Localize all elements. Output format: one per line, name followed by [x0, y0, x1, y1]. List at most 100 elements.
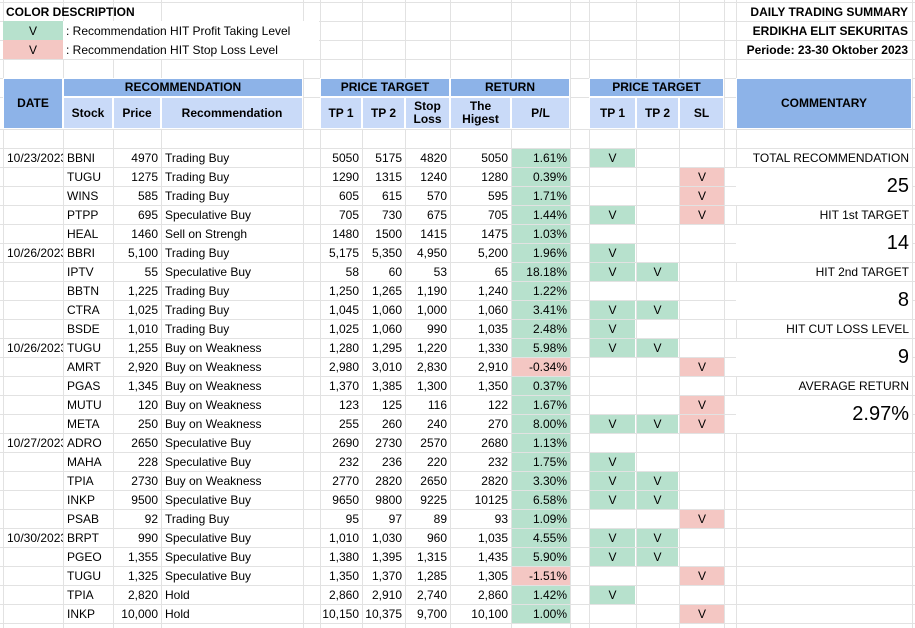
- tp1: 2690: [332, 436, 359, 450]
- tp2: 5175: [375, 151, 402, 165]
- stock: META: [67, 417, 100, 431]
- grid-line: [0, 357, 915, 358]
- commentary-value: 14: [736, 225, 912, 262]
- highest: 1,330: [477, 341, 508, 355]
- recommendation: Trading Buy: [165, 170, 230, 184]
- pl: -0.34%: [512, 358, 570, 376]
- grid-line: [724, 0, 725, 628]
- tp2: 260: [381, 417, 402, 431]
- grid-line: [0, 40, 915, 41]
- column-header: SL: [679, 97, 724, 129]
- column-header: Price: [113, 97, 161, 129]
- hit-tp1: V: [590, 244, 636, 262]
- hit-tp1: V: [590, 586, 636, 604]
- column-header: TP 1: [320, 97, 362, 129]
- recommendation: Trading Buy: [165, 284, 230, 298]
- grid-line: [0, 2, 915, 3]
- hit-tp1: V: [590, 149, 636, 167]
- recommendation: Speculative Buy: [165, 550, 252, 564]
- pl: 1.42%: [512, 586, 570, 604]
- column-header: The Higest: [450, 97, 511, 129]
- highest: 5,200: [477, 246, 508, 260]
- stock: BRPT: [67, 531, 100, 545]
- hit-tp1: V: [590, 548, 636, 566]
- price: 2,820: [127, 588, 158, 602]
- grid-line: [113, 0, 114, 628]
- tp1: 232: [338, 455, 359, 469]
- grid-line: [0, 604, 915, 605]
- hit-tp2: V: [637, 529, 679, 547]
- stop-loss: 570: [426, 189, 447, 203]
- pl: 6.58%: [512, 491, 570, 509]
- grid-line: [0, 319, 915, 320]
- price: 55: [144, 265, 158, 279]
- tp2: 1,385: [371, 379, 402, 393]
- date: 10/27/2023: [7, 436, 63, 450]
- grid-line: [0, 281, 915, 282]
- tp2: 1,395: [371, 550, 402, 564]
- tp1: 1,280: [328, 341, 359, 355]
- recommendation: Buy on Weakness: [165, 474, 262, 488]
- grid-line: [0, 205, 915, 206]
- pl: 1.71%: [512, 187, 570, 205]
- tp2: 1,265: [371, 284, 402, 298]
- grid-line: [0, 509, 915, 510]
- hit-tp2: V: [637, 548, 679, 566]
- stop-loss: 990: [426, 322, 447, 336]
- hit-tp1: V: [590, 320, 636, 338]
- tp1: 2,980: [328, 360, 359, 374]
- tp2: 1,370: [371, 569, 402, 583]
- grid-line: [362, 0, 363, 628]
- tp1: 1,025: [328, 322, 359, 336]
- grid-line: [636, 0, 637, 628]
- pl: 2.48%: [512, 320, 570, 338]
- grid-line: [0, 547, 915, 548]
- tp1: 1480: [332, 227, 359, 241]
- recommendation: Speculative Buy: [165, 265, 252, 279]
- highest: 10125: [474, 493, 508, 507]
- grid-line: [320, 0, 321, 628]
- price: 10,000: [121, 607, 158, 621]
- grid-line: [0, 59, 915, 60]
- stock: INKP: [67, 607, 96, 621]
- tp1: 9650: [332, 493, 359, 507]
- commentary-label: HIT 1st TARGET: [819, 208, 909, 222]
- grid-line: [570, 0, 571, 628]
- hit-tp1: V: [590, 529, 636, 547]
- grid-line: [3, 0, 4, 628]
- grid-line: [589, 0, 590, 628]
- date: 10/26/2023: [7, 341, 63, 355]
- hit-tp2: V: [637, 491, 679, 509]
- tp1: 1290: [332, 170, 359, 184]
- hit-sl: V: [680, 415, 724, 433]
- column-header: DATE: [3, 78, 63, 129]
- stop-loss: 220: [426, 455, 447, 469]
- tp2: 1,295: [371, 341, 402, 355]
- recommendation: Trading Buy: [165, 303, 230, 317]
- column-header: Stock: [63, 97, 113, 129]
- price: 695: [137, 208, 158, 222]
- grid-line: [0, 186, 915, 187]
- date: 10/23/2023: [7, 151, 63, 165]
- stock: PGEO: [67, 550, 102, 564]
- stock: PGAS: [67, 379, 101, 393]
- grid-line: [0, 528, 915, 529]
- pl: 3.41%: [512, 301, 570, 319]
- stop-loss: 1,315: [416, 550, 447, 564]
- legend-text: : Recommendation HIT Profit Taking Level: [63, 21, 319, 40]
- recommendation: Speculative Buy: [165, 208, 252, 222]
- price: 1,345: [127, 379, 158, 393]
- tp2: 236: [381, 455, 402, 469]
- grid-line: [0, 338, 915, 339]
- grid-line: [0, 623, 915, 624]
- hit-tp1: V: [590, 339, 636, 357]
- stock: CTRA: [67, 303, 100, 317]
- grid-line: [63, 0, 64, 628]
- grid-line: [912, 0, 913, 628]
- stock: HEAL: [67, 227, 99, 241]
- grid-line: [161, 0, 162, 628]
- pl: 1.03%: [512, 225, 570, 243]
- highest: 1,350: [477, 379, 508, 393]
- report-period: Periode: 23-30 Oktober 2023: [746, 42, 908, 57]
- tp1: 255: [338, 417, 359, 431]
